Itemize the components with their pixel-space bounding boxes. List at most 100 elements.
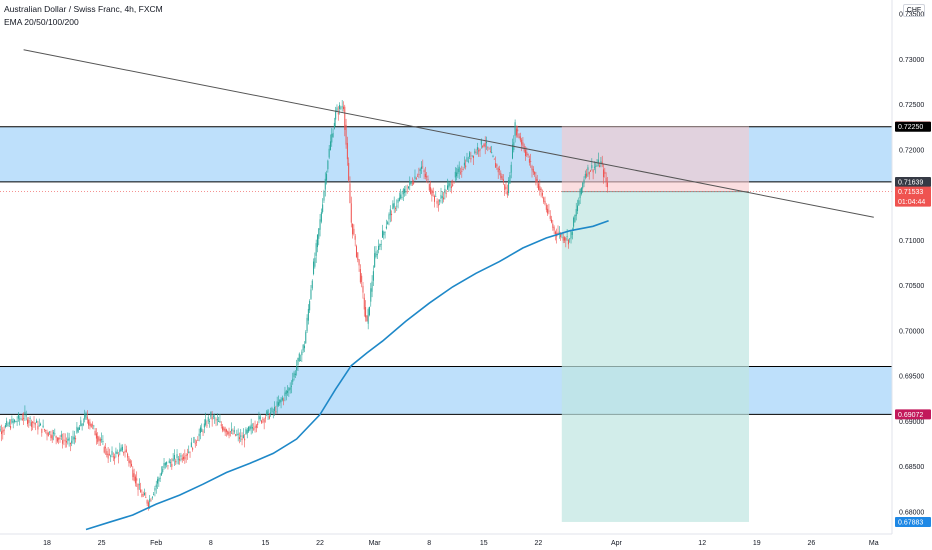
candle bbox=[375, 251, 377, 257]
candle bbox=[431, 190, 433, 197]
candle bbox=[20, 418, 22, 420]
candle bbox=[197, 439, 199, 441]
candle bbox=[15, 421, 17, 423]
candle bbox=[119, 449, 121, 453]
candle bbox=[14, 419, 16, 422]
candle bbox=[424, 173, 426, 178]
y-tick-label: 0.70000 bbox=[899, 328, 924, 335]
candle bbox=[8, 421, 10, 425]
candle bbox=[318, 228, 320, 239]
candle bbox=[329, 141, 331, 150]
candle bbox=[557, 232, 559, 234]
candle bbox=[368, 306, 370, 316]
candle bbox=[362, 285, 364, 293]
price-label-text: 0.71639 bbox=[898, 180, 923, 187]
candle bbox=[462, 168, 464, 171]
candle bbox=[387, 222, 389, 225]
y-tick-label: 0.73500 bbox=[899, 12, 924, 19]
candle bbox=[58, 437, 60, 440]
candle bbox=[177, 458, 179, 460]
x-tick-label: 19 bbox=[753, 540, 761, 547]
candle bbox=[436, 200, 438, 204]
candle bbox=[389, 209, 391, 216]
currency-button[interactable]: CHF bbox=[903, 4, 925, 17]
candle bbox=[68, 437, 70, 441]
candle bbox=[85, 412, 87, 418]
candle bbox=[603, 169, 605, 178]
candle bbox=[491, 152, 493, 154]
candle bbox=[7, 424, 9, 426]
candle bbox=[129, 460, 131, 464]
candle bbox=[354, 235, 356, 240]
candle bbox=[479, 148, 481, 151]
candle bbox=[452, 184, 454, 186]
candle bbox=[294, 373, 296, 375]
candle bbox=[415, 178, 417, 180]
candle bbox=[574, 215, 576, 222]
candle bbox=[76, 426, 78, 433]
candle bbox=[341, 106, 343, 108]
candle bbox=[209, 421, 211, 422]
candle bbox=[316, 234, 318, 248]
candle bbox=[287, 390, 289, 393]
indicator-legend[interactable]: EMA 20/50/100/200 bbox=[4, 17, 79, 27]
candle bbox=[121, 446, 123, 451]
candle bbox=[426, 176, 428, 178]
candle bbox=[501, 176, 503, 180]
candle bbox=[544, 200, 546, 205]
candle bbox=[56, 437, 58, 442]
candle bbox=[293, 372, 295, 378]
candle bbox=[264, 417, 266, 419]
candle bbox=[108, 453, 110, 455]
candle bbox=[514, 122, 516, 136]
candle bbox=[307, 308, 309, 321]
candle bbox=[46, 431, 48, 435]
candle bbox=[164, 462, 166, 466]
candle bbox=[430, 187, 432, 194]
candle bbox=[449, 182, 451, 186]
candle bbox=[116, 452, 118, 454]
candle bbox=[288, 388, 290, 391]
candle bbox=[588, 171, 590, 175]
candle bbox=[500, 172, 502, 179]
candle bbox=[406, 191, 408, 193]
candle bbox=[504, 184, 506, 190]
candle bbox=[192, 448, 194, 450]
candle bbox=[398, 197, 400, 201]
candle bbox=[173, 455, 175, 460]
candle bbox=[140, 489, 142, 493]
candle bbox=[374, 253, 376, 268]
x-tick-label: 26 bbox=[808, 540, 816, 547]
candle bbox=[583, 179, 585, 184]
candle bbox=[384, 231, 386, 233]
candle bbox=[80, 420, 82, 427]
candle bbox=[549, 215, 551, 219]
candle bbox=[591, 165, 593, 168]
candle bbox=[506, 191, 508, 196]
candle bbox=[118, 454, 120, 457]
candle bbox=[229, 431, 231, 433]
candle bbox=[578, 200, 580, 206]
candle bbox=[496, 164, 498, 167]
candle bbox=[255, 425, 257, 428]
candle bbox=[125, 449, 127, 453]
candle bbox=[128, 457, 130, 463]
candle bbox=[315, 243, 317, 256]
candle bbox=[393, 203, 395, 208]
candle bbox=[380, 244, 382, 245]
candle bbox=[515, 128, 517, 136]
candle bbox=[605, 177, 607, 183]
y-tick-label: 0.69000 bbox=[899, 419, 924, 426]
candle bbox=[66, 441, 68, 443]
candle bbox=[4, 425, 6, 428]
x-tick-label: Apr bbox=[611, 540, 623, 547]
candle bbox=[509, 175, 511, 184]
candle bbox=[336, 107, 338, 112]
candle bbox=[495, 163, 497, 168]
candle bbox=[566, 236, 568, 237]
candle bbox=[575, 208, 577, 217]
candle bbox=[160, 472, 162, 476]
candle bbox=[211, 416, 213, 420]
candle bbox=[530, 161, 532, 162]
